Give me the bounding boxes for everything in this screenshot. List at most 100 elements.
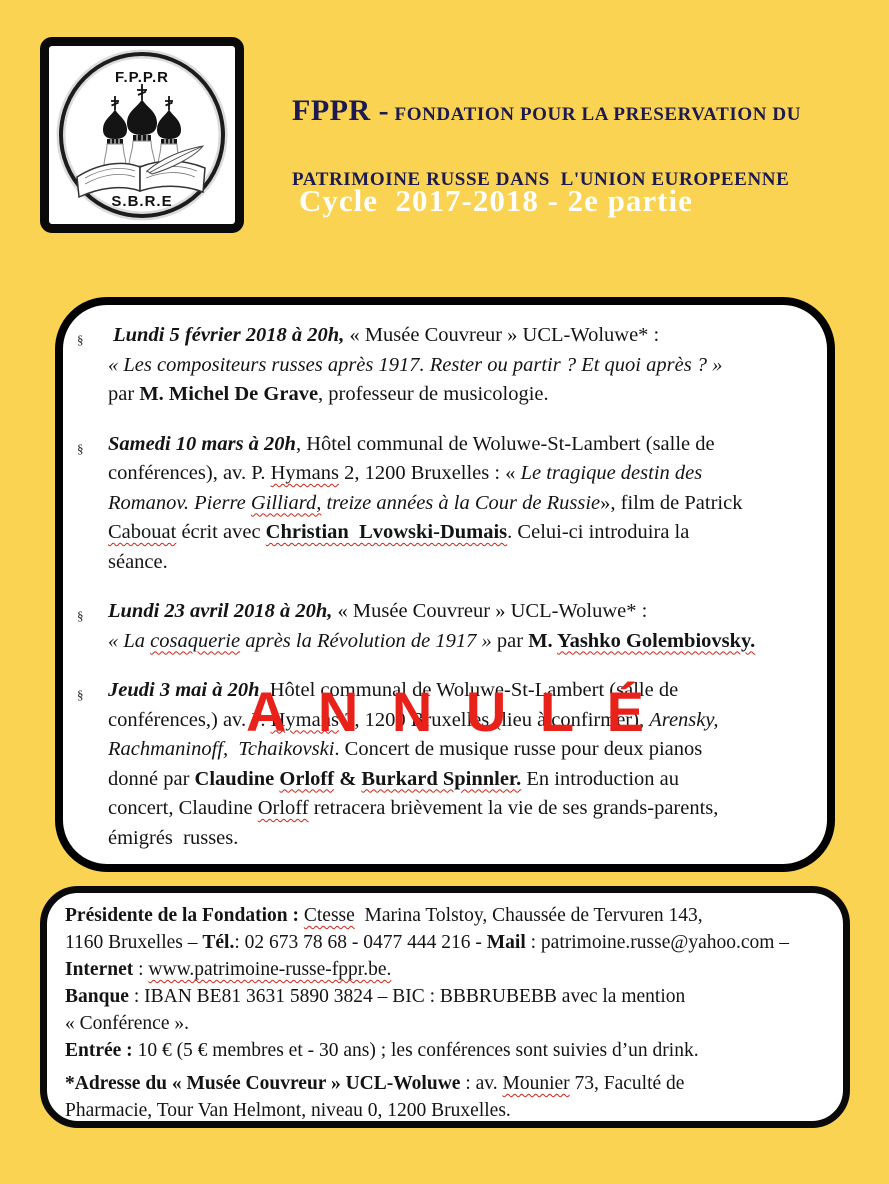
text-segment: www.patrimoine-russe-fppr.be. [148, 959, 392, 980]
text-segment: . Concert de musique russe pour deux pia… [334, 738, 703, 760]
text-line: « La cosaquerie après la Révolution de 1… [108, 627, 813, 657]
text-line: Jeudi 3 mai à 20h, Hôtel communal de Wol… [108, 676, 813, 706]
text-segment: Hymans [270, 708, 339, 731]
text-line: émigrés russes. [108, 824, 813, 854]
text-segment: écrit avec [176, 521, 266, 543]
text-segment: , Hôtel communal de Woluwe-St-Lambert (s… [259, 679, 679, 701]
text-line: Banque : IBAN BE81 3631 5890 3824 – BIC … [65, 983, 837, 1010]
events-box: § Lundi 5 février 2018 à 20h, « Musée Co… [55, 297, 835, 872]
cycle-subtitle: Cycle 2017-2018 - 2e partie [299, 183, 693, 218]
text-segment: Burkard Spinnler. [361, 767, 522, 790]
header-line-1: FPPR - FONDATION POUR LA PRESERVATION DU [292, 94, 858, 131]
text-line: Entrée : 10 € (5 € membres et - 30 ans) … [65, 1037, 837, 1064]
text-line: par M. Michel De Grave, professeur de mu… [108, 380, 813, 410]
text-line: Présidente de la Fondation : Ctesse Mari… [65, 902, 837, 929]
text-line: Romanov. Pierre Gilliard, treize années … [108, 489, 813, 519]
text-segment: après la Révolution de 1917 » [240, 629, 492, 652]
text-segment: séance. [108, 550, 168, 573]
text-line: concert, Claudine Orloff retracera brièv… [108, 794, 813, 824]
text-segment: conférences), av. P. [108, 462, 271, 484]
text-segment: retracera brièvement la vie de ses grand… [308, 797, 719, 819]
text-line: Internet : www.patrimoine-russe-fppr.be. [65, 956, 837, 983]
contact-box: Présidente de la Fondation : Ctesse Mari… [40, 886, 850, 1128]
logo-top-text: F.P.P.R [115, 69, 169, 86]
text-segment: . Celui-ci introduira la [507, 521, 690, 543]
text-line: donné par Claudine Orloff & Burkard Spin… [108, 765, 813, 795]
event-item: § Lundi 5 février 2018 à 20h, « Musée Co… [75, 321, 813, 410]
section-mark: § [77, 440, 84, 456]
text-segment: : IBAN BE81 3631 5890 3824 – BIC : BBBRU… [128, 986, 686, 1007]
text-segment: M. Michel De Grave [139, 383, 319, 405]
text-segment: Mail [486, 932, 526, 953]
text-line: conférences), av. P. Hymans 2, 1200 Brux… [108, 459, 813, 489]
text-segment: Présidente de la Fondation : [65, 905, 304, 926]
text-line: Lundi 5 février 2018 à 20h, « Musée Couv… [108, 321, 813, 351]
text-line: Samedi 10 mars à 20h, Hôtel communal de … [108, 430, 813, 460]
text-segment: Gilliard, [250, 491, 322, 514]
footer-lines: Présidente de la Fondation : Ctesse Mari… [65, 902, 837, 1121]
text-segment: « Les compositeurs russes après 1917. Re… [108, 353, 723, 376]
header-line1-rest: FONDATION POUR LA PRESERVATION DU [389, 104, 802, 125]
text-segment: : patrimoine.russe@yahoo.com – [525, 932, 790, 953]
text-segment: donné par [108, 767, 195, 790]
event-item: § Samedi 10 mars à 20h, Hôtel communal de… [75, 430, 813, 578]
text-segment: Orloff [257, 797, 309, 819]
text-segment: treize années à la Cour de Russie [321, 491, 601, 514]
text-segment: conférences,) av. P. [108, 708, 271, 731]
section-mark: § [77, 332, 84, 347]
text-segment: Samedi 10 mars à 20h [108, 432, 296, 455]
text-segment: Hymans [270, 462, 339, 484]
text-line: conférences,) av. P. Hymans 2, 1200 Brux… [108, 706, 813, 736]
text-segment: Orloff [279, 767, 335, 790]
text-segment: concert, Claudine [108, 797, 258, 819]
text-segment: Mounier [502, 1073, 570, 1094]
text-line: Pharmacie, Tour Van Helmont, niveau 0, 1… [65, 1097, 837, 1121]
text-segment: « Musée Couvreur » UCL-Woluwe* : [344, 324, 660, 346]
event-item: § Jeudi 3 mai à 20h, Hôtel communal de Wo… [75, 676, 813, 853]
events-list: § Lundi 5 février 2018 à 20h, « Musée Co… [75, 321, 813, 853]
fppr-logo: F.P.P.R [40, 37, 244, 233]
text-segment: 73, Faculté de [569, 1073, 685, 1094]
text-segment: 1160 Bruxelles – [65, 932, 203, 953]
text-line: séance. [108, 548, 813, 578]
text-segment: Ctesse [303, 905, 355, 926]
header-line-2: PATRIMOINE RUSSE DANS L'UNION EUROPEENNE [292, 169, 790, 190]
text-segment: 10 € (5 € membres et - 30 ans) ; les con… [132, 1040, 699, 1061]
text-segment: 2, 1200 Bruxelles : « [338, 462, 521, 484]
text-segment: cosaquerie [150, 629, 241, 652]
text-segment: Lundi 23 avril 2018 à 20h, [108, 600, 333, 622]
logo-circle [59, 52, 225, 218]
open-book-icon [76, 160, 206, 199]
event-item: § Lundi 23 avril 2018 à 20h, « Musée Couv… [75, 597, 813, 656]
text-segment: & [334, 767, 362, 790]
text-segment: Romanov. Pierre [108, 491, 251, 514]
text-line: Lundi 23 avril 2018 à 20h, « Musée Couvr… [108, 597, 813, 627]
text-line: Cabouat écrit avec Christian Lvowski-Dum… [108, 518, 813, 548]
text-segment: émigrés russes. [108, 826, 239, 849]
text-line: « Conférence ». [65, 1010, 837, 1037]
text-segment: *Adresse du « Musée Couvreur » UCL-Woluw… [65, 1073, 461, 1094]
text-segment: 2, 1200 Bruxelles (lieu à confirmer), [338, 708, 650, 731]
text-segment: « Musée Couvreur » UCL-Woluwe* : [332, 600, 648, 622]
text-segment: Jeudi 3 mai à 20h [108, 679, 260, 701]
text-segment: Banque [65, 986, 129, 1007]
text-line: *Adresse du « Musée Couvreur » UCL-Woluw… [65, 1070, 837, 1097]
header: FPPR - FONDATION POUR LA PRESERVATION DU… [292, 58, 858, 229]
text-segment: : av. [460, 1073, 503, 1094]
text-segment: M. [528, 629, 558, 652]
text-segment: Marina Tolstoy, Chaussée de Tervuren 143… [354, 905, 703, 926]
section-mark: § [77, 687, 84, 702]
text-segment: « Conférence ». [65, 1013, 189, 1034]
section-mark: § [77, 608, 84, 623]
text-segment: Entrée : [65, 1040, 133, 1061]
logo-bottom-text: S.B.R.E [111, 193, 172, 210]
text-segment: , professeur de musicologie. [318, 383, 549, 405]
text-segment: par [491, 629, 529, 652]
text-segment: En introduction au [521, 767, 679, 790]
cancelled-stamp: A N N U L É [246, 680, 654, 743]
text-segment: Claudine [194, 767, 280, 790]
fppr-logo-graphic: F.P.P.R [56, 49, 228, 221]
text-segment: Yashko Golembiovsky. [557, 629, 756, 652]
quill-icon [146, 145, 205, 175]
